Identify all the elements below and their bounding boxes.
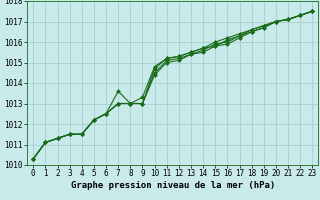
X-axis label: Graphe pression niveau de la mer (hPa): Graphe pression niveau de la mer (hPa) (71, 181, 275, 190)
